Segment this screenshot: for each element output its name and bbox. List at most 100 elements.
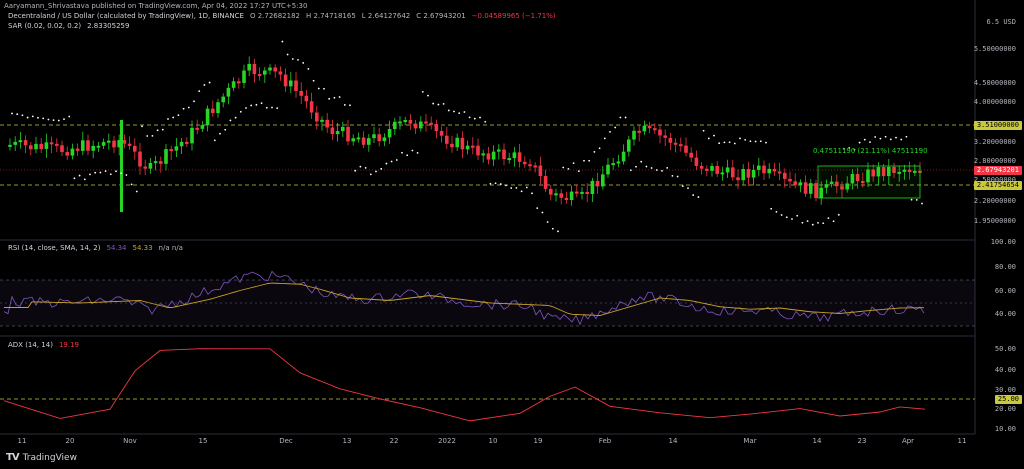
sar-dot [801,221,804,224]
candle-body [569,191,574,200]
candle-body [393,121,397,130]
time-label: 22 [389,437,399,445]
candle-body [263,70,267,75]
time-label: Apr [901,437,915,445]
sar-dot [130,183,133,186]
candle-body [575,191,579,194]
sar-dot [557,230,559,233]
candle-body [325,119,329,128]
candle-body [861,181,865,184]
sar-dot [167,118,169,120]
candle-body [907,169,912,173]
candle-body [273,67,277,72]
candle-body [512,152,517,159]
candle-body [179,141,184,147]
measure-box[interactable] [817,165,921,199]
candle-body [897,171,901,174]
sar-dot [297,59,299,61]
sar-dot [359,165,362,168]
sar-dot [63,118,65,121]
sar-dot [619,116,622,119]
candle-body [653,128,657,131]
time-label: 23 [857,437,867,445]
sar-dot [910,198,913,201]
candle-body [419,121,423,129]
candle-body [741,169,745,181]
candle-body [60,145,64,153]
sar-dot [505,184,507,187]
sar-dot [536,207,539,210]
price-tick: 1.95000000 [973,217,1016,225]
sar-dot [661,169,663,172]
sar-dot [364,166,367,169]
candle-body [523,161,527,165]
rsi-legend[interactable]: RSI (14, close, SMA, 14, 2) 54.34 54.33 … [8,244,183,252]
sar-dot [806,220,809,223]
candle-body [70,148,75,156]
sar-dot [531,192,533,195]
candle-body [117,140,121,148]
sar-dot [42,117,45,120]
adx-legend[interactable]: ADX (14, 14) 19.19 [8,341,79,349]
candle-body [642,125,647,132]
candle-body [767,168,771,174]
candle-body [148,162,153,169]
candle-body [29,145,33,150]
candle-body [684,145,688,153]
sar-dot [37,116,39,119]
sar-dot [135,190,138,193]
sar-dot [453,110,455,113]
sar-dot [510,187,513,189]
sar-dot [603,137,606,140]
candle-body [283,74,288,87]
symbol-title[interactable]: Decentraland / US Dollar (calculated by … [8,12,244,20]
sar-dot [401,151,403,154]
resistance-tag: 3.51000000 [973,121,1022,130]
rsi-line [3,270,925,326]
candle-body [590,180,595,194]
sar-dot [494,182,497,185]
sar-dot [442,102,445,105]
candle-body [465,145,470,150]
sar-dot [229,119,232,122]
candle-body [450,143,454,148]
candle-body [658,129,662,136]
sar-dot [406,154,409,157]
candle-body [96,145,101,148]
price-tick: 2.80000000 [973,157,1016,165]
sar-dot [276,107,279,110]
sar-dot [307,68,310,70]
sar-dot [52,119,55,122]
price-tick: 2.50000000 [973,176,1016,184]
candle-body [351,138,355,142]
candle-body [200,125,205,129]
sar-legend[interactable]: SAR (0.02, 0.02, 0.2) 2.83305259 [8,22,129,30]
sar-dot [151,134,154,137]
sar-dot [827,217,830,220]
sar-dots [11,40,923,233]
sar-dot [593,150,596,153]
candle-body [725,167,730,173]
sar-dot [546,221,549,223]
candle-body [502,149,506,160]
sar-dot [817,221,819,224]
candle-body [320,119,324,122]
candle-body [876,167,881,177]
candle-body [793,181,797,185]
sar-dot [837,213,840,216]
sar-dot [31,115,34,118]
tradingview-footer[interactable]: TV TradingView [6,452,77,463]
candle-body [788,178,792,182]
candle-body [595,180,600,187]
ohlc-change: −0.04589965 (−1.71%) [471,12,556,20]
rsi-ma-line [4,282,925,316]
candle-body [881,167,886,177]
time-label: 19 [533,437,543,445]
candle-body [772,168,777,172]
price-tick: 6.5 USD [986,18,1016,26]
candle-body [798,182,803,185]
candle-body [855,174,860,182]
candle-body [559,193,563,198]
sar-dot [635,165,637,168]
